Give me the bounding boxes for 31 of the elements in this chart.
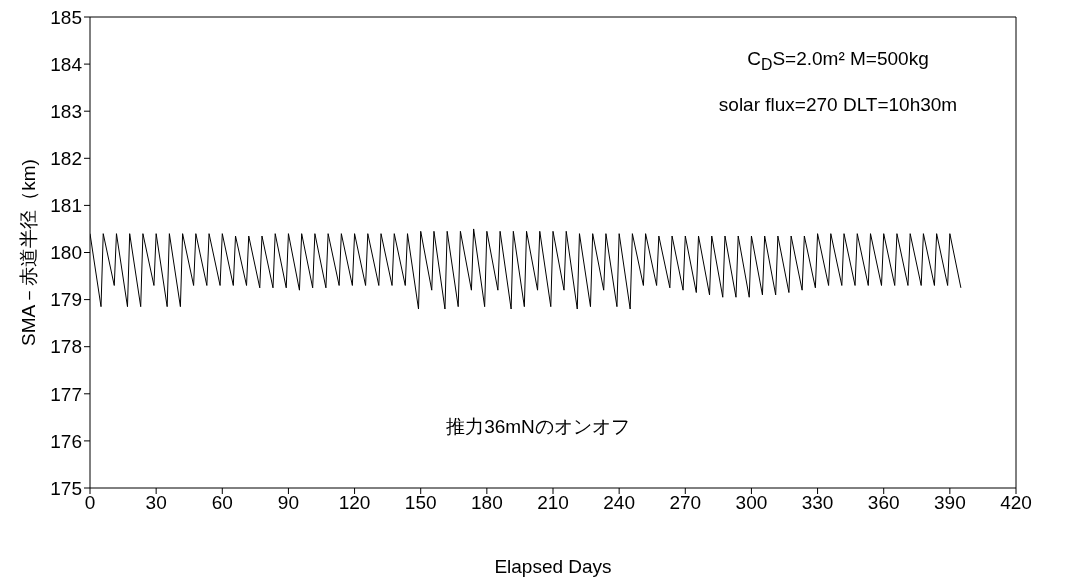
y-tick-label: 185	[50, 6, 82, 28]
x-tick-label: 60	[211, 492, 233, 514]
x-tick-label: 240	[603, 492, 635, 514]
y-tick-label: 181	[50, 195, 82, 217]
annotation: solar flux=270 DLT=10h30m	[717, 94, 959, 116]
x-tick-label: 390	[934, 492, 966, 514]
y-tick-label: 176	[50, 430, 82, 452]
y-tick-label: 178	[50, 336, 82, 358]
x-tick-label: 360	[867, 492, 900, 514]
x-tick-label: 150	[404, 492, 437, 514]
x-tick-label: 270	[669, 492, 702, 514]
y-tick-label: 180	[50, 242, 82, 264]
annotation: 推力36mNのオンオフ	[445, 415, 631, 439]
y-tick-label: 175	[50, 477, 82, 499]
x-axis-title: Elapsed Days	[494, 556, 612, 577]
y-tick-label: 179	[50, 289, 82, 311]
y-tick-label: 183	[50, 100, 82, 122]
x-tick-label: 120	[338, 492, 371, 514]
y-tick-label: 177	[50, 383, 82, 405]
y-axis-title: SMA－赤道半径（km)	[17, 159, 39, 346]
x-tick-label: 300	[735, 492, 768, 514]
y-tick-label: 184	[50, 53, 83, 75]
annotation: C$_{D}$S=2.0m² M=500kg	[746, 48, 930, 74]
x-tick-label: 30	[145, 492, 167, 514]
x-tick-label: 0	[84, 492, 96, 514]
x-tick-label: 420	[1000, 492, 1032, 514]
x-tick-label: 180	[471, 492, 503, 514]
x-tick-label: 210	[537, 492, 569, 514]
x-tick-label: 330	[801, 492, 834, 514]
x-tick-label: 90	[277, 492, 299, 514]
y-tick-label: 182	[50, 148, 82, 170]
